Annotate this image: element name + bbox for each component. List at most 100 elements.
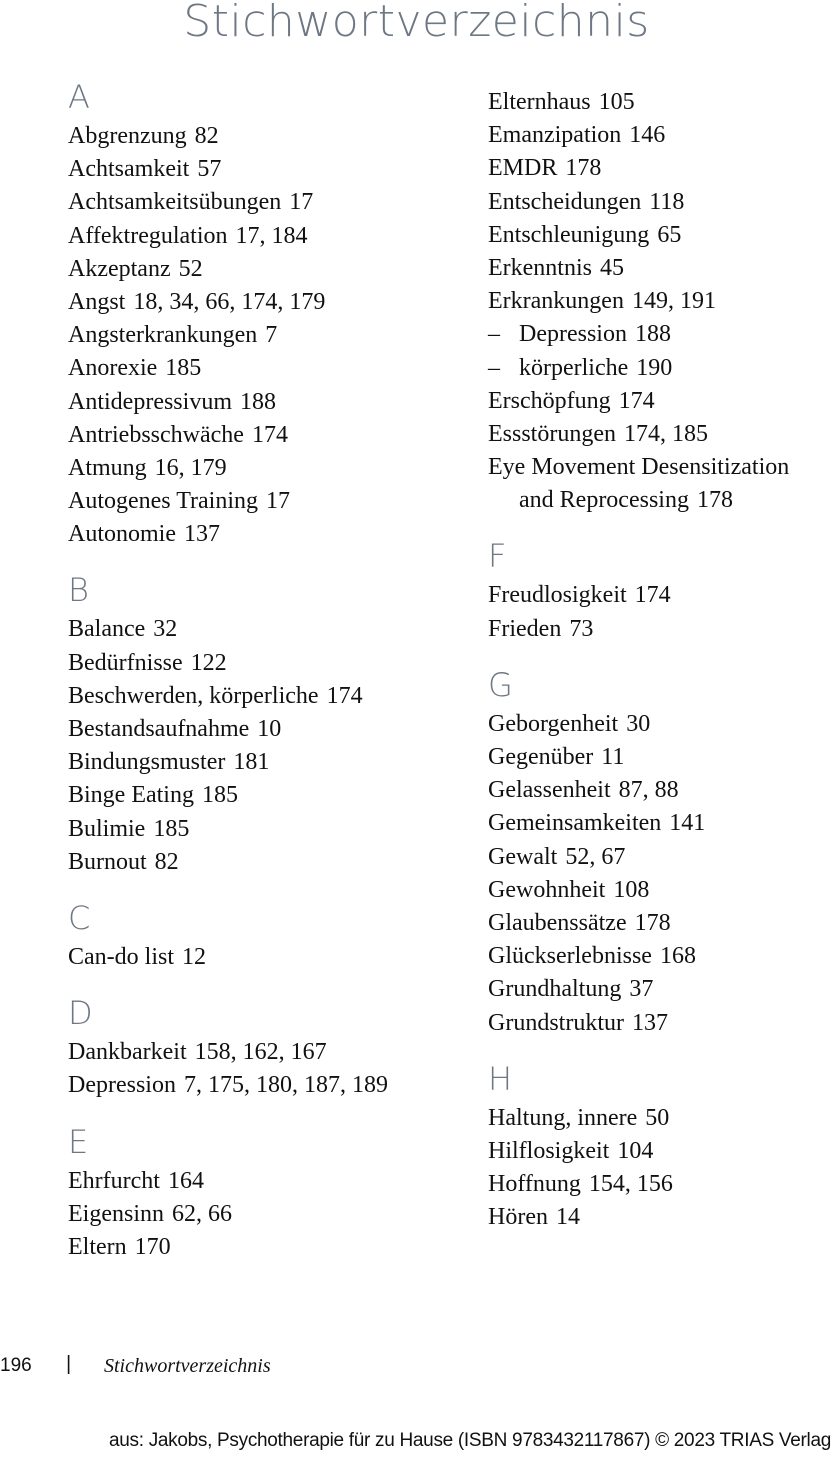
entry-pages: 82 bbox=[154, 848, 179, 875]
entry-pages: 174 bbox=[326, 682, 363, 709]
entry-term: Glaubenssätze bbox=[488, 909, 627, 936]
index-entry: Affektregulation 17, 184 bbox=[68, 220, 468, 253]
subentry-dash: – bbox=[488, 354, 500, 381]
index-entry: Atmung 16, 179 bbox=[68, 452, 468, 485]
index-entry: Eigensinn 62, 66 bbox=[68, 1198, 468, 1231]
entry-term: Hoffnung bbox=[488, 1171, 581, 1198]
index-entry: Abgrenzung 82 bbox=[68, 120, 468, 153]
entry-term: Haltung, innere bbox=[488, 1104, 638, 1131]
index-entry: Grundstruktur 137 bbox=[488, 1007, 833, 1040]
entry-term: Beschwerden, körperliche bbox=[68, 682, 319, 709]
entry-term: Bindungsmuster bbox=[68, 749, 226, 776]
entry-term: Depression bbox=[519, 321, 627, 348]
entry-term: Geborgenheit bbox=[488, 710, 619, 737]
entry-pages: 73 bbox=[569, 615, 594, 642]
index-entry: Geborgenheit 30 bbox=[488, 708, 833, 741]
entry-pages: 12 bbox=[182, 943, 206, 970]
entry-pages: 7, 175, 180, 187, 189 bbox=[183, 1072, 388, 1099]
entry-term: Eltern bbox=[68, 1233, 127, 1260]
entry-term: Antidepressivum bbox=[68, 388, 232, 415]
index-entry: Grundhaltung 37 bbox=[488, 973, 833, 1006]
entry-pages: 52, 67 bbox=[565, 843, 626, 870]
entry-pages: 105 bbox=[598, 89, 635, 115]
letter-heading: D bbox=[68, 994, 93, 1033]
index-column-right: Elternhaus 105 Emanzipation 146 EMDR 178 Entsc… bbox=[488, 86, 833, 1234]
entry-term: Eigensinn bbox=[68, 1200, 164, 1227]
index-entry: Burnout 82 bbox=[68, 846, 468, 879]
entry-term: Angsterkrankungen bbox=[68, 322, 258, 349]
entry-pages: 168 bbox=[659, 943, 696, 970]
entry-term: Glückserlebnisse bbox=[488, 943, 652, 970]
entry-term: Autonomie bbox=[68, 521, 176, 548]
index-entry: Dankbarkeit 158, 162, 167 bbox=[68, 1036, 468, 1069]
entry-term: Entschleunigung bbox=[488, 221, 650, 248]
entry-term: Erkrankungen bbox=[488, 288, 624, 315]
entry-term: Achtsamkeit bbox=[68, 156, 190, 183]
index-entry: Bedürfnisse 122 bbox=[68, 647, 468, 680]
index-entry: Hören 14 bbox=[488, 1201, 833, 1234]
entry-pages: 18, 34, 66, 174, 179 bbox=[133, 288, 326, 315]
page-title: Stichwortverzeichnis bbox=[183, 0, 650, 47]
copyright-credit: aus: Jakobs, Psychotherapie für zu Hause… bbox=[109, 1430, 831, 1451]
entry-term: Frieden bbox=[488, 615, 562, 642]
entry-term: Angst bbox=[68, 288, 126, 315]
entry-term: Gemeinsamkeiten bbox=[488, 810, 662, 837]
entry-term: Autogenes Training bbox=[68, 488, 259, 515]
index-entry: Autogenes Training 17 bbox=[68, 485, 468, 518]
entry-pages: 17, 184 bbox=[235, 222, 308, 249]
index-entry: Beschwerden, körperliche 174 bbox=[68, 680, 468, 713]
entry-pages: 185 bbox=[153, 815, 190, 842]
entry-term: Erkenntnis bbox=[488, 254, 592, 281]
entry-term: and Reprocessing bbox=[519, 487, 689, 514]
index-entry: Angsterkrankungen 7 bbox=[68, 319, 468, 352]
index-entry: Balance 32 bbox=[68, 613, 468, 646]
entry-pages: 62, 66 bbox=[172, 1200, 232, 1227]
entry-term: Balance bbox=[68, 616, 146, 643]
entry-pages: 141 bbox=[669, 810, 706, 837]
index-entry: Gewohnheit 108 bbox=[488, 874, 833, 907]
entry-term: Gewohnheit bbox=[488, 876, 606, 903]
entry-term: Antriebsschwäche bbox=[68, 421, 244, 448]
entry-term: Freudlosigkeit bbox=[488, 582, 627, 609]
subentry-dash: – bbox=[488, 321, 500, 348]
entry-term: EMDR bbox=[488, 155, 558, 182]
index-subentry: – körperliche 190 bbox=[488, 352, 833, 385]
entry-pages: 154, 156 bbox=[588, 1171, 673, 1198]
index-entry: Hilflosigkeit 104 bbox=[488, 1135, 833, 1168]
entry-term: Burnout bbox=[68, 848, 147, 875]
entry-term: Binge Eating bbox=[68, 782, 194, 809]
entry-pages: 178 bbox=[696, 487, 733, 514]
footer-separator: | bbox=[66, 1353, 72, 1375]
entry-term: körperliche bbox=[519, 354, 629, 381]
entry-pages: 174 bbox=[618, 387, 655, 414]
letter-heading: F bbox=[488, 537, 507, 576]
entry-pages: 185 bbox=[165, 355, 202, 382]
entry-pages: 158, 162, 167 bbox=[194, 1039, 327, 1066]
index-column-left: A Abgrenzung 82 Achtsamkeit 57 Achtsamkeitsüb… bbox=[68, 74, 468, 1264]
index-entry: Erschöpfung 174 bbox=[488, 385, 833, 418]
entry-pages: 17 bbox=[289, 189, 314, 216]
entry-term: Affektregulation bbox=[68, 222, 228, 249]
entry-pages: 178 bbox=[634, 909, 671, 936]
index-entry: Depression 7, 175, 180, 187, 189 bbox=[68, 1069, 468, 1102]
entry-pages: 16, 179 bbox=[154, 454, 227, 481]
index-entry: Achtsamkeit 57 bbox=[68, 153, 468, 186]
index-entry: Can-do list 12 bbox=[68, 941, 468, 974]
entry-pages: 82 bbox=[194, 123, 219, 149]
entry-term: Abgrenzung bbox=[68, 123, 187, 149]
index-entry: Gemeinsamkeiten 141 bbox=[488, 807, 833, 840]
entry-pages: 137 bbox=[631, 1009, 668, 1036]
index-entry: Eye Movement Desensitization bbox=[488, 451, 833, 484]
index-entry: Glaubenssätze 178 bbox=[488, 907, 833, 940]
entry-pages: 174, 185 bbox=[624, 420, 708, 447]
entry-term: Essstörungen bbox=[488, 420, 616, 447]
entry-pages: 14 bbox=[555, 1204, 580, 1231]
entry-pages: 52 bbox=[178, 255, 203, 282]
index-entry: Gegenüber 11 bbox=[488, 741, 833, 774]
index-entry: Binge Eating 185 bbox=[68, 779, 468, 812]
entry-pages: 149, 191 bbox=[631, 288, 716, 315]
index-entry: Antidepressivum 188 bbox=[68, 386, 468, 419]
index-entry: Elternhaus 105 bbox=[488, 86, 833, 119]
index-entry: Gelassenheit 87, 88 bbox=[488, 774, 833, 807]
entry-pages: 181 bbox=[233, 749, 270, 776]
